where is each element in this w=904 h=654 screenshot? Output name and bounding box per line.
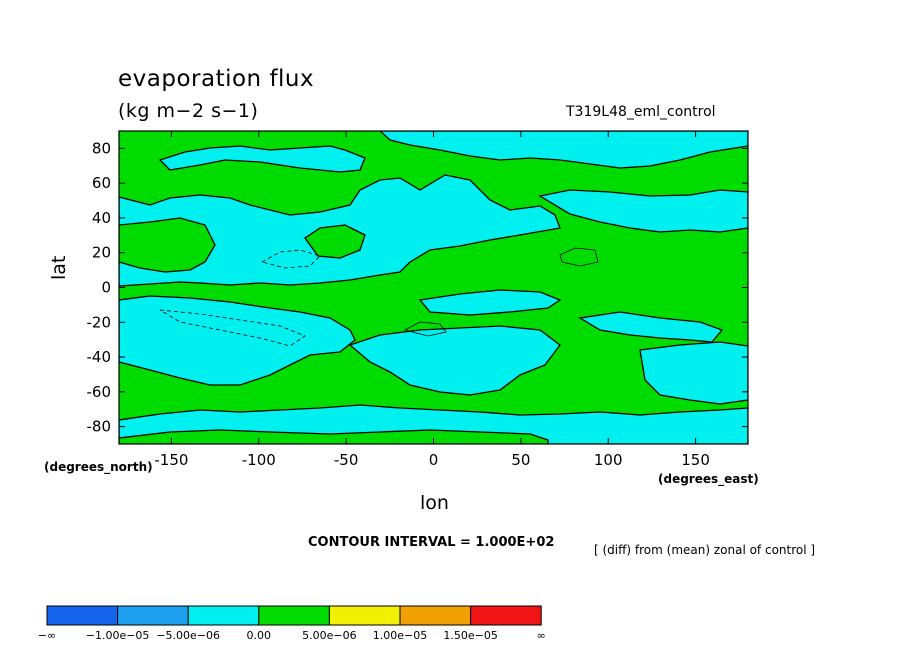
x-ticks: -150 -100 -50 0 50 100 150 — [154, 131, 710, 469]
contour-dashed-south — [159, 309, 306, 347]
colorbar-swatch — [399, 605, 472, 626]
y-tick-label: 20 — [92, 244, 111, 262]
colorbar-swatch — [470, 605, 542, 626]
x-tick-label: -150 — [154, 451, 188, 469]
region-north-green-island — [304, 224, 366, 259]
colorbar: −∞ −1.00e−05 −5.00e−06 0.00 5.00e−06 1.00e−05… — [38, 605, 546, 642]
region-south-polar-green — [119, 429, 549, 444]
colorbar-label: 5.00e−06 — [302, 629, 356, 642]
region-south-pacific-cyan — [119, 295, 356, 386]
contour-thin-indian — [559, 247, 599, 267]
colorbar-swatch — [117, 605, 189, 626]
colorbar-label: −1.00e−05 — [86, 629, 150, 642]
chart-title: evaporation flux — [118, 66, 315, 92]
colorbar-label: 0.00 — [247, 629, 272, 642]
y-tick-label: 60 — [92, 174, 111, 192]
colorbar-label: 1.50e−05 — [443, 629, 497, 642]
y-tick-label: 0 — [101, 279, 111, 297]
region-north-east-cyan — [538, 189, 748, 233]
region-equatorial-cyan — [418, 289, 562, 316]
y-ticks: 80 60 40 20 0 -20 -40 -60 -80 — [87, 139, 748, 436]
region-green-lobe — [119, 217, 216, 273]
x-tick-label: 150 — [681, 451, 710, 469]
region-arctic-cyan — [379, 131, 748, 169]
region-south-east-cyan — [639, 341, 748, 405]
y-tick-label: -20 — [87, 313, 112, 331]
x-tick-label: -50 — [334, 451, 359, 469]
colorbar-label: −∞ — [38, 629, 56, 642]
x-axis-label: lon — [420, 492, 449, 514]
colorbar-swatch — [187, 605, 260, 626]
colorbar-swatch — [46, 605, 119, 626]
region-north-polar-cyan — [158, 145, 366, 173]
colorbar-swatch — [328, 605, 401, 626]
y-tick-label: -80 — [87, 418, 112, 436]
y-tick-label: 80 — [92, 139, 111, 157]
y-tick-label: -40 — [87, 348, 112, 366]
x-tick-label: 100 — [594, 451, 623, 469]
run-label: T319L48_eml_control — [566, 104, 716, 120]
y-axis-unit: (degrees_north) — [44, 460, 153, 474]
colorbar-swatch — [258, 605, 330, 626]
chart-units: (kg m−2 s−1) — [118, 100, 259, 122]
contour-interval: CONTOUR INTERVAL = 1.000E+02 — [308, 535, 555, 550]
plot-area — [118, 130, 749, 445]
field-regions — [119, 131, 748, 444]
diff-note: [ (diff) from (mean) zonal of control ] — [594, 543, 816, 557]
colorbar-label: 1.00e−05 — [373, 629, 427, 642]
contour-dashed-north — [260, 249, 321, 269]
contour-thin-atlantic — [403, 321, 447, 337]
y-tick-label: 40 — [92, 209, 111, 227]
plot-background — [119, 131, 748, 444]
colorbar-label: −5.00e−06 — [156, 629, 220, 642]
x-tick-label: 0 — [429, 451, 439, 469]
x-axis-unit: (degrees_east) — [658, 472, 759, 486]
y-tick-label: -60 — [87, 383, 112, 401]
x-tick-label: -100 — [242, 451, 276, 469]
region-south-atlantic-cyan — [348, 325, 561, 396]
x-tick-label: 50 — [511, 451, 530, 469]
colorbar-label: ∞ — [537, 629, 546, 642]
